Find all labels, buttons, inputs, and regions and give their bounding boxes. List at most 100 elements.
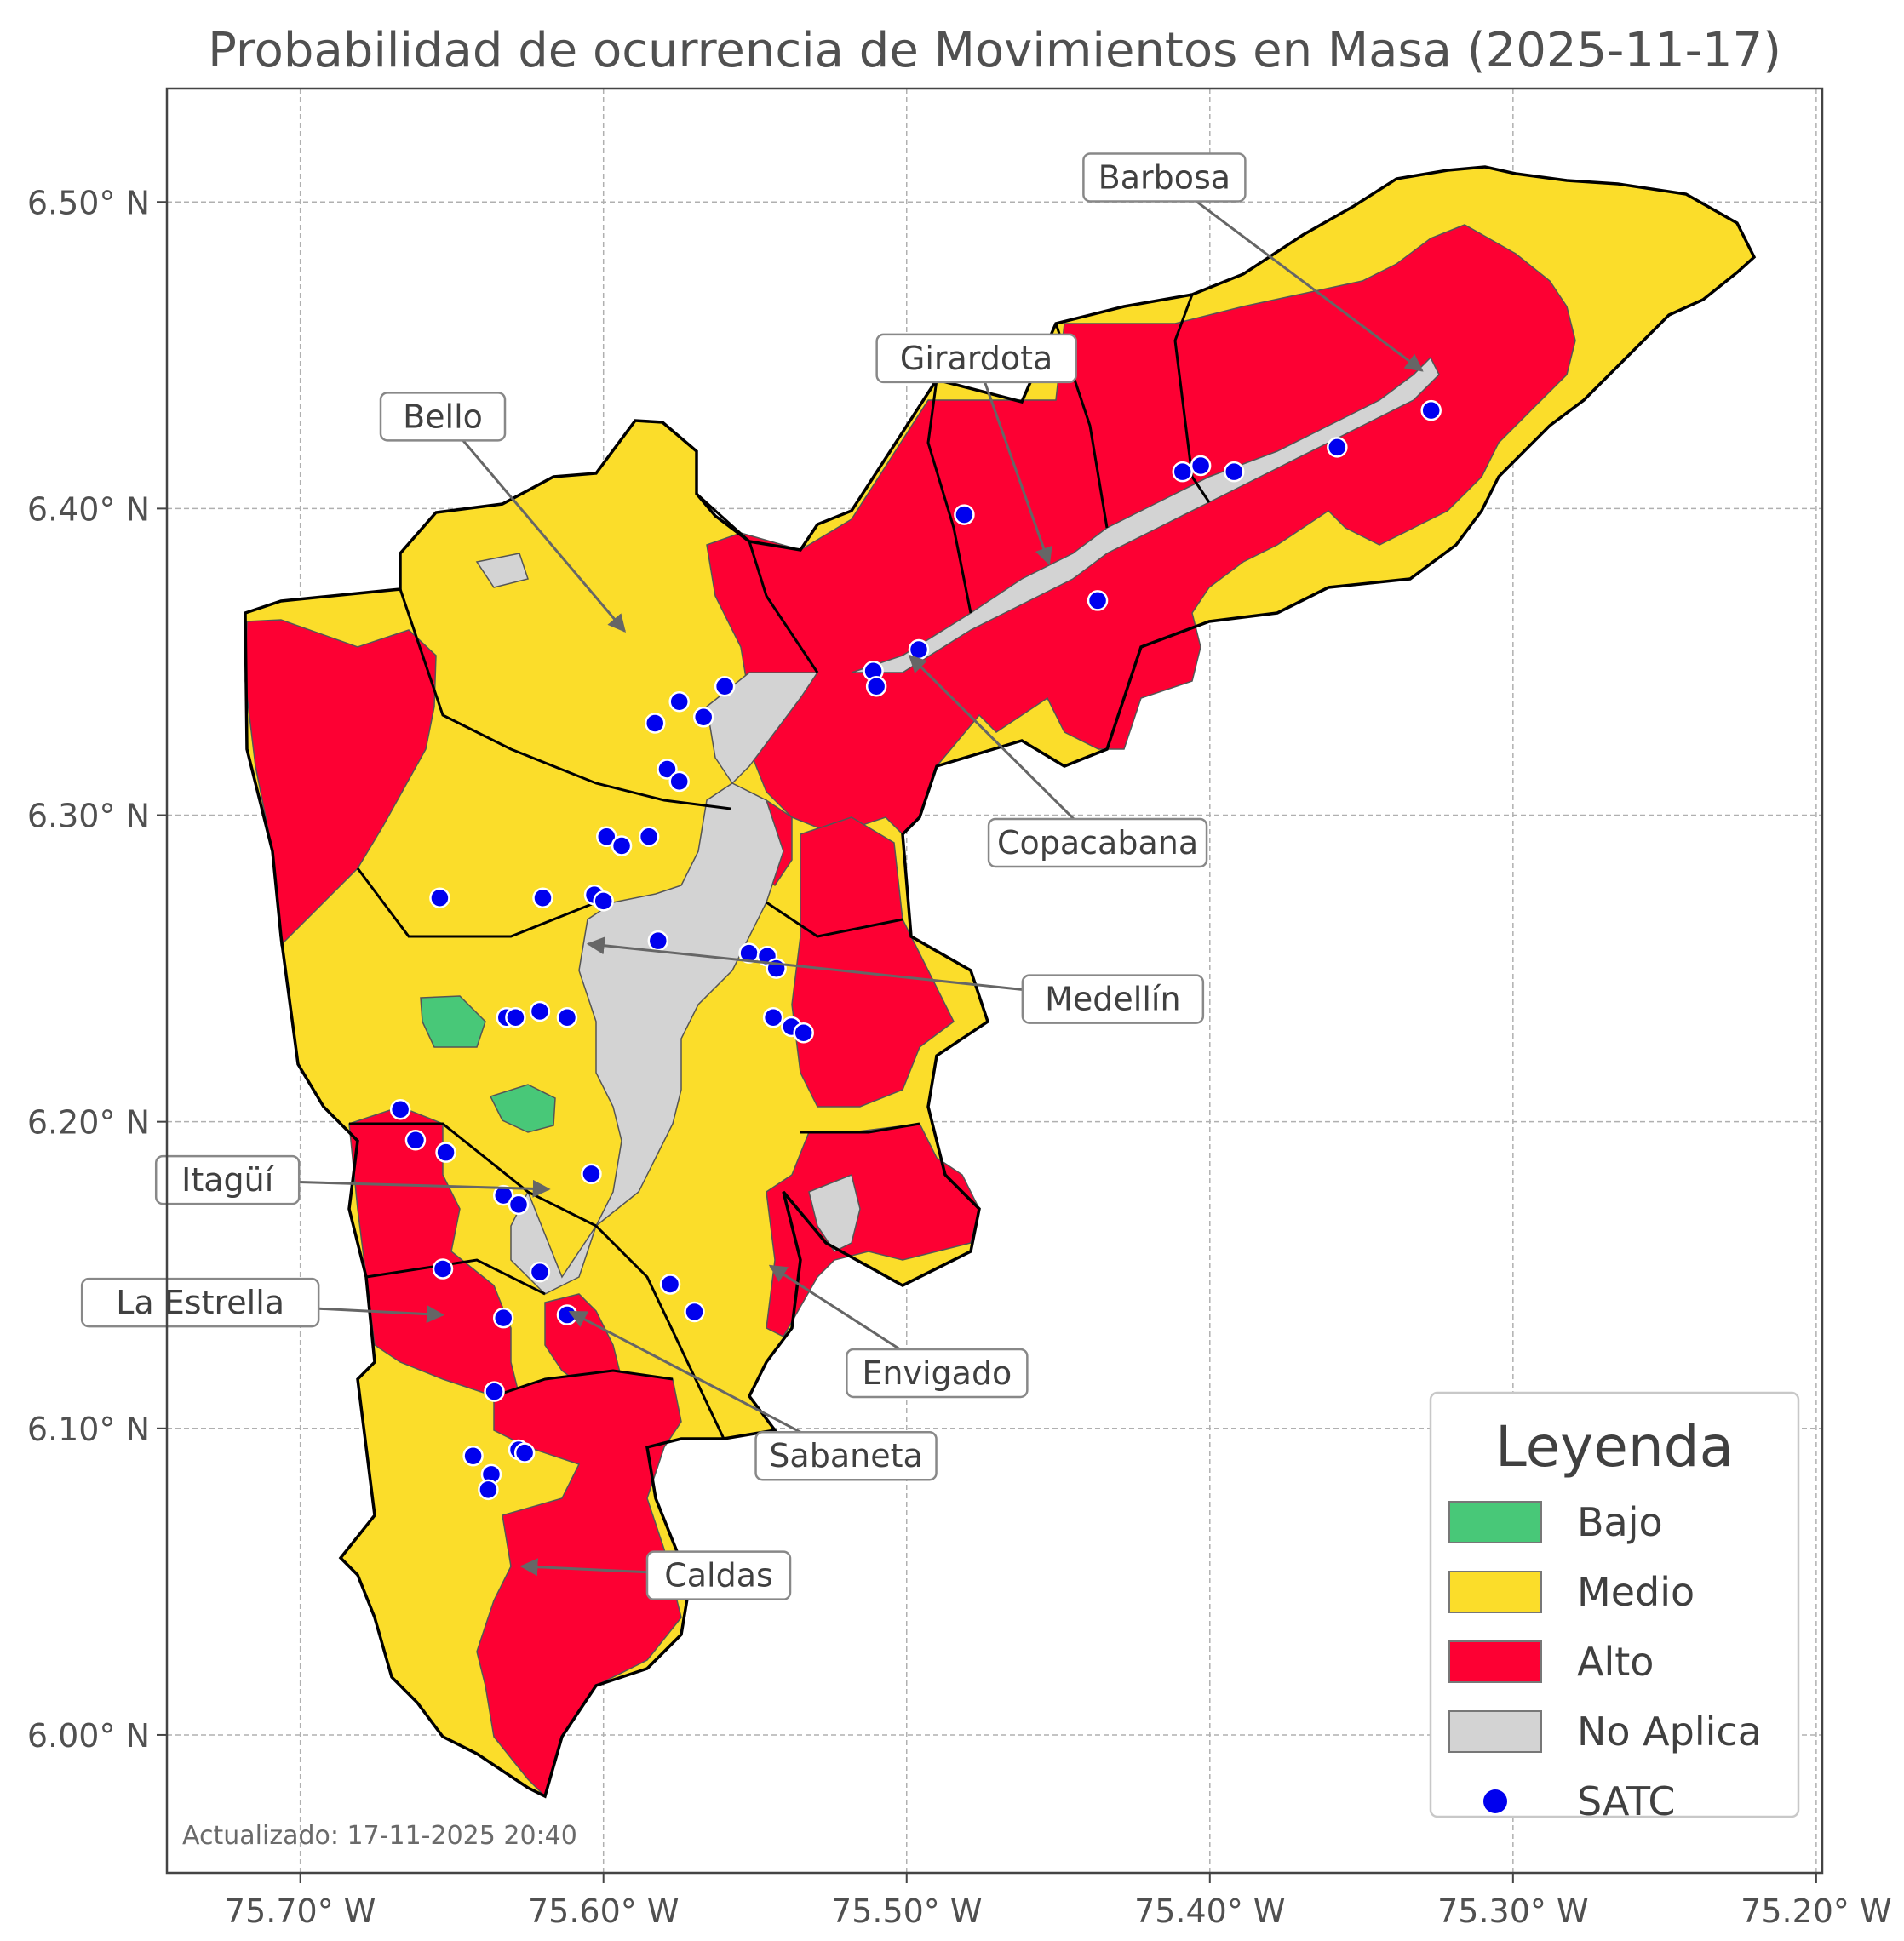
metro-area-boundary	[244, 165, 1757, 1799]
municipality-boundaries	[349, 294, 1211, 1440]
x-tick-label: 75.50° W	[831, 1892, 982, 1930]
y-tick-label: 6.40° N	[27, 490, 150, 528]
callout-arrow	[1163, 176, 1424, 372]
callout-box	[987, 817, 1208, 868]
legend-marker	[1483, 1789, 1507, 1813]
callout-box	[379, 392, 507, 442]
satc-station-marker	[865, 676, 887, 697]
legend-swatch	[1448, 1501, 1542, 1543]
region-no-aplica-envigado-east	[808, 1173, 861, 1252]
satc-station-marker	[435, 1142, 456, 1163]
satc-station-marker	[1087, 590, 1109, 611]
y-tick-label: 6.50° N	[27, 184, 150, 221]
satc-station-marker	[692, 707, 714, 728]
satc-station-marker	[596, 826, 617, 847]
callout-box	[1082, 152, 1247, 203]
satc-station-marker	[529, 1261, 551, 1283]
region-no-aplica-aburra	[510, 782, 784, 1295]
satc-station-marker	[684, 1301, 705, 1323]
satc-station-marker	[714, 676, 736, 697]
satc-station-marker	[429, 887, 450, 909]
satc-station-marker	[492, 1307, 514, 1329]
satc-markers	[389, 399, 1442, 1501]
region-bajo-1	[420, 995, 486, 1048]
x-tick-label: 75.70° W	[225, 1892, 376, 1930]
legend-swatch	[1448, 1710, 1542, 1753]
region-no-aplica-bello-west	[475, 553, 529, 588]
callout-box	[754, 1430, 938, 1481]
plot-area: Barbosa Girardota Bello Copacabana Medellín I…	[80, 89, 1822, 1873]
municipality-label: Envigado	[862, 1354, 1012, 1392]
x-tick-label: 75.40° W	[1134, 1892, 1285, 1930]
municipality-label: Medellín	[1045, 981, 1180, 1018]
callout-box	[154, 1154, 301, 1205]
x-tick-label: 75.60° W	[528, 1892, 679, 1930]
municipality-label: Itagüí	[181, 1161, 275, 1199]
callout-arrow	[908, 654, 1099, 845]
satc-station-marker	[484, 1381, 505, 1402]
legend-label: No Aplica	[1577, 1709, 1762, 1755]
satc-station-marker	[478, 1479, 499, 1501]
satc-station-marker	[1224, 461, 1245, 483]
legend-label: Medio	[1577, 1569, 1695, 1615]
region-bajo-2	[489, 1084, 556, 1133]
callout-arrow	[441, 415, 626, 633]
municipality-label: Girardota	[900, 340, 1052, 377]
municipality-label: Copacabana	[997, 824, 1198, 862]
axes-frame	[165, 87, 1824, 1875]
y-tick-label: 6.20° N	[27, 1104, 150, 1142]
map-title: Probabilidad de ocurrencia de Movimiento…	[208, 23, 1781, 78]
y-tick-label: 6.10° N	[27, 1411, 150, 1448]
x-tick-label: 75.30° W	[1437, 1892, 1588, 1930]
x-tick-label: 75.20° W	[1741, 1892, 1891, 1930]
legend: Leyenda Bajo Medio Alto No Aplica SATC	[1429, 1391, 1800, 1824]
satc-station-marker	[644, 713, 666, 734]
satc-station-marker	[659, 1274, 681, 1295]
satc-station-marker	[492, 1184, 514, 1206]
updated-timestamp: Actualizado: 17-11-2025 20:40	[182, 1821, 577, 1851]
callout-box	[875, 333, 1077, 384]
x-axis-ticks: 75.70° W 75.60° W 75.50° W 75.40° W 75.30° W…	[225, 1873, 1892, 1930]
satc-station-marker	[505, 1006, 526, 1028]
legend-swatch	[1448, 1571, 1542, 1613]
region-no-aplica-river	[851, 356, 1440, 673]
legend-label: Bajo	[1577, 1499, 1663, 1545]
satc-station-marker	[556, 1006, 578, 1028]
satc-station-marker	[389, 1099, 411, 1120]
satc-station-marker	[762, 1006, 784, 1028]
satc-station-marker	[462, 1445, 484, 1467]
satc-station-marker	[1172, 461, 1193, 483]
callout-box	[1021, 974, 1205, 1024]
satc-station-marker	[532, 887, 553, 909]
region-alto-west	[244, 619, 437, 947]
callouts: Barbosa Girardota Bello Copacabana Medellín I…	[80, 152, 1424, 1600]
satc-station-marker	[1327, 437, 1348, 458]
municipality-label: Bello	[403, 398, 483, 435]
satc-station-marker	[1190, 455, 1212, 477]
satc-station-marker	[404, 1130, 427, 1151]
legend-items: Bajo Medio Alto No Aplica SATC	[1448, 1499, 1762, 1824]
satc-station-marker	[508, 1194, 530, 1216]
satc-station-marker	[638, 826, 660, 847]
satc-station-marker	[908, 638, 930, 661]
satc-station-marker	[668, 691, 690, 713]
callout-box	[846, 1348, 1029, 1399]
y-tick-label: 6.30° N	[27, 798, 150, 835]
satc-station-marker	[529, 1000, 551, 1022]
municipality-label: Sabaneta	[769, 1437, 922, 1474]
satc-station-marker	[432, 1258, 454, 1280]
municipality-label: Caldas	[664, 1557, 773, 1595]
callout-box	[80, 1277, 320, 1328]
municipality-label: Barbosa	[1098, 158, 1230, 196]
regions-layer	[244, 166, 1755, 1798]
legend-label: SATC	[1577, 1778, 1675, 1824]
legend-swatch	[1448, 1640, 1542, 1683]
region-alto-southeast	[766, 1123, 980, 1337]
region-no-aplica-bello	[706, 672, 819, 785]
satc-station-marker	[954, 504, 975, 525]
satc-station-marker	[647, 930, 669, 952]
satc-station-marker	[793, 1022, 814, 1044]
satc-station-marker	[593, 890, 614, 912]
y-axis-ticks: 6.50° N 6.40° N 6.30° N 6.20° N 6.10° N 6.00°…	[27, 184, 167, 1755]
satc-station-marker	[581, 1163, 602, 1185]
